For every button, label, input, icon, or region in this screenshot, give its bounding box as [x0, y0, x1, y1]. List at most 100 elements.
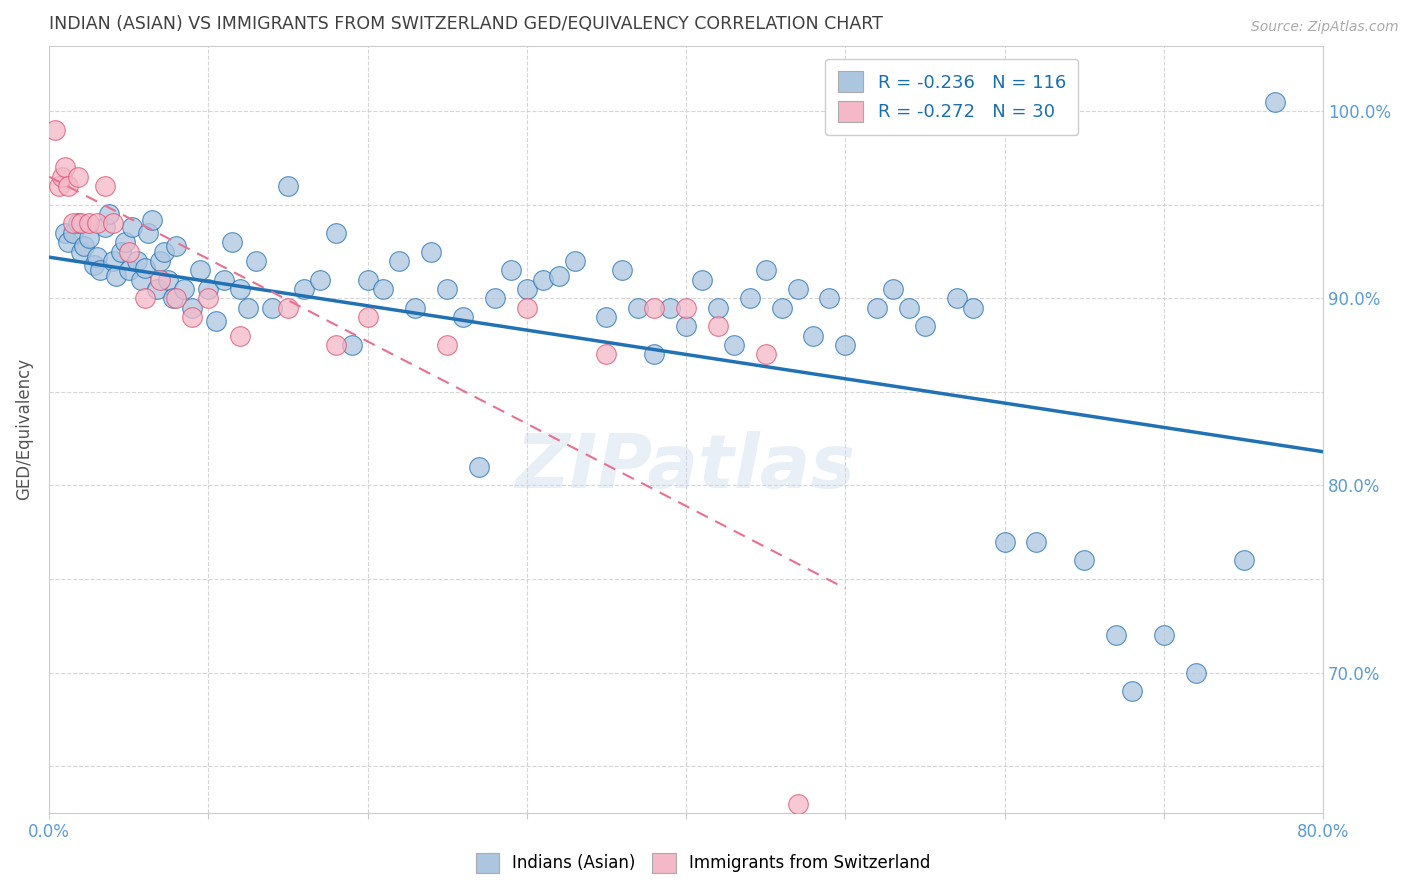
Point: [131, 272, 153, 286]
Point: [62, 226, 84, 240]
Point: [56, 235, 79, 249]
Point: [51, 169, 73, 184]
Point: [73, 239, 96, 253]
Point: [388, 253, 411, 268]
Text: INDIAN (ASIAN) VS IMMIGRANTS FROM SWITZERLAND GED/EQUIVALENCY CORRELATION CHART: INDIAN (ASIAN) VS IMMIGRANTS FROM SWITZE…: [49, 15, 883, 33]
Point: [149, 253, 172, 268]
Point: [468, 459, 491, 474]
Point: [914, 319, 936, 334]
Point: [499, 263, 522, 277]
Point: [205, 314, 228, 328]
Point: [104, 268, 127, 283]
Point: [325, 338, 347, 352]
Point: [110, 244, 132, 259]
Point: [547, 268, 569, 283]
Point: [212, 272, 235, 286]
Point: [962, 301, 984, 315]
Point: [134, 291, 156, 305]
Point: [994, 534, 1017, 549]
Point: [117, 263, 139, 277]
Point: [340, 338, 363, 352]
Point: [165, 291, 187, 305]
Point: [149, 272, 172, 286]
Point: [62, 216, 84, 230]
Point: [882, 282, 904, 296]
Point: [197, 282, 219, 296]
Point: [292, 282, 315, 296]
Point: [221, 235, 243, 249]
Point: [373, 282, 395, 296]
Point: [436, 282, 458, 296]
Point: [93, 220, 115, 235]
Point: [141, 212, 163, 227]
Point: [451, 310, 474, 324]
Point: [69, 216, 91, 230]
Point: [325, 226, 347, 240]
Point: [1073, 553, 1095, 567]
Point: [77, 216, 100, 230]
Point: [659, 301, 682, 315]
Point: [48, 179, 70, 194]
Point: [93, 179, 115, 194]
Point: [136, 226, 159, 240]
Point: [866, 301, 889, 315]
Point: [66, 169, 89, 184]
Point: [53, 161, 76, 175]
Point: [101, 253, 124, 268]
Point: [1025, 534, 1047, 549]
Point: [229, 328, 252, 343]
Point: [69, 244, 91, 259]
Point: [612, 263, 634, 277]
Point: [236, 301, 259, 315]
Point: [1105, 628, 1128, 642]
Point: [89, 263, 111, 277]
Point: [162, 291, 184, 305]
Point: [114, 235, 136, 249]
Point: [755, 263, 778, 277]
Point: [803, 328, 825, 343]
Point: [818, 291, 841, 305]
Point: [898, 301, 921, 315]
Point: [1184, 665, 1206, 680]
Point: [627, 301, 650, 315]
Point: [643, 301, 665, 315]
Point: [356, 272, 378, 286]
Point: [181, 301, 204, 315]
Point: [834, 338, 856, 352]
Point: [595, 310, 617, 324]
Point: [83, 258, 105, 272]
Point: [56, 179, 79, 194]
Point: [66, 216, 89, 230]
Point: [146, 282, 169, 296]
Point: [723, 338, 745, 352]
Point: [564, 253, 586, 268]
Point: [404, 301, 426, 315]
Point: [98, 207, 121, 221]
Point: [173, 282, 195, 296]
Point: [197, 291, 219, 305]
Point: [152, 244, 174, 259]
Point: [707, 319, 730, 334]
Point: [738, 291, 761, 305]
Point: [134, 261, 156, 276]
Point: [157, 272, 180, 286]
Point: [595, 347, 617, 361]
Legend: Indians (Asian), Immigrants from Switzerland: Indians (Asian), Immigrants from Switzer…: [470, 847, 936, 880]
Point: [188, 263, 211, 277]
Point: [356, 310, 378, 324]
Point: [125, 253, 148, 268]
Point: [675, 319, 697, 334]
Point: [277, 179, 299, 194]
Point: [786, 282, 808, 296]
Point: [516, 301, 538, 315]
Point: [260, 301, 283, 315]
Point: [53, 226, 76, 240]
Point: [165, 239, 187, 253]
Point: [1153, 628, 1175, 642]
Point: [531, 272, 554, 286]
Point: [86, 216, 108, 230]
Point: [1232, 553, 1254, 567]
Legend: R = -0.236   N = 116, R = -0.272   N = 30: R = -0.236 N = 116, R = -0.272 N = 30: [825, 59, 1078, 135]
Point: [484, 291, 506, 305]
Point: [101, 216, 124, 230]
